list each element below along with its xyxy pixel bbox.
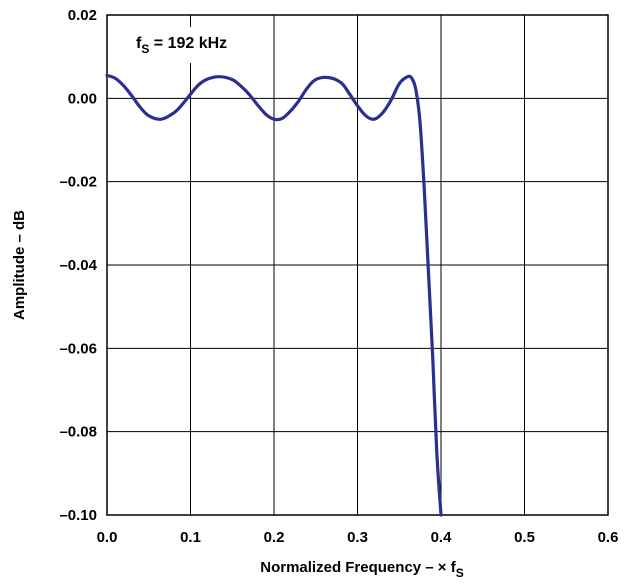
x-tick-label: 0.3 xyxy=(347,529,368,546)
x-tick-label: 0.6 xyxy=(598,529,619,546)
y-tick-label: –0.02 xyxy=(59,174,97,191)
y-tick-label: 0.00 xyxy=(68,90,97,107)
y-tick-label: –0.10 xyxy=(59,507,97,524)
x-tick-label: 0.2 xyxy=(264,529,285,546)
y-tick-labels: 0.02 0.00 –0.02 –0.04 –0.06 –0.08 –0.10 xyxy=(59,7,97,524)
x-tick-label: 0.4 xyxy=(431,529,453,546)
y-tick-label: –0.04 xyxy=(59,257,97,274)
x-tick-labels: 0.0 0.1 0.2 0.3 0.4 0.5 0.6 xyxy=(97,529,619,546)
x-axis-title: Normalized Frequency – × fS xyxy=(260,559,464,580)
plot-frame xyxy=(106,14,609,516)
x-tick-label: 0.1 xyxy=(180,529,201,546)
x-tick-label: 0.5 xyxy=(514,529,535,546)
y-tick-label: –0.06 xyxy=(59,340,97,357)
series-line xyxy=(105,73,443,517)
annotation-box xyxy=(130,27,266,63)
y-tick-label: –0.08 xyxy=(59,424,97,441)
x-tick-label: 0.0 xyxy=(97,529,118,546)
y-gridlines xyxy=(107,97,608,433)
y-tick-label: 0.02 xyxy=(68,7,97,24)
annotation-text: fS = 192 kHz xyxy=(136,35,227,56)
y-axis-title: Amplitude – dB xyxy=(11,210,28,320)
